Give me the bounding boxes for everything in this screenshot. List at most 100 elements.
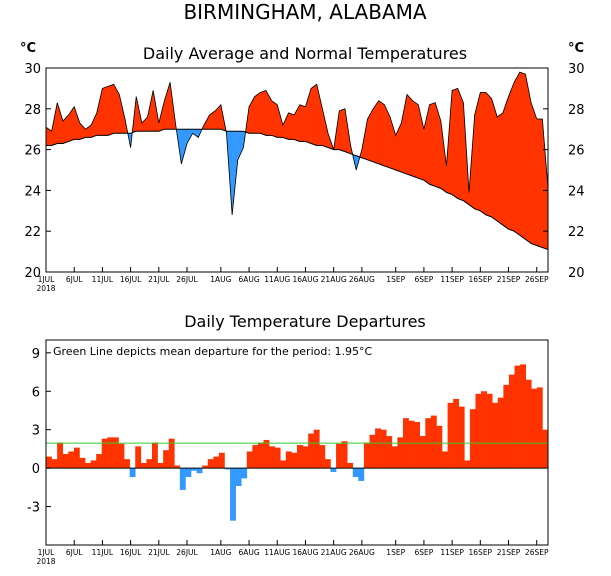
temperature-fill-segment	[339, 109, 345, 152]
departure-bar	[280, 460, 286, 468]
departure-bar	[247, 451, 253, 468]
top-left-y-tick-label: 28	[24, 103, 41, 118]
departure-bar	[63, 454, 69, 468]
temperature-fill-segment	[401, 95, 407, 175]
top-right-y-tick-label: 30	[568, 62, 585, 77]
temperature-fill-segment	[407, 95, 413, 177]
departure-bar	[381, 430, 387, 468]
top-x-tick-label: 26JUL	[176, 275, 198, 284]
temperature-fill-segment	[97, 88, 103, 135]
departure-bar	[91, 460, 97, 468]
bottom-y-tick-label: 3	[32, 424, 40, 439]
temperature-fill-segment	[503, 97, 509, 230]
temperature-fill-segment	[300, 105, 306, 142]
departure-bar	[303, 446, 309, 468]
top-x-tick-label: 16JUL	[120, 275, 142, 284]
top-chart-title: Daily Average and Normal Temperatures	[143, 44, 467, 63]
departure-bar	[409, 421, 415, 468]
temperature-fill-segment	[373, 101, 379, 164]
temperature-fill-segment	[102, 86, 108, 135]
temperature-fill-segment	[74, 107, 80, 140]
departure-bar	[442, 451, 448, 468]
departure-bar	[342, 441, 348, 468]
top-x-tick-label: 6SEP	[415, 275, 434, 284]
top-left-y-tick-label: 26	[24, 144, 41, 159]
departure-bar	[79, 458, 85, 468]
departure-bar	[185, 468, 191, 477]
top-x-tick-label: 11SEP	[440, 275, 464, 284]
top-x-tick-label: 11AUG	[264, 275, 290, 284]
temperature-fill-segment	[413, 101, 419, 179]
top-right-y-tick-label: 26	[568, 144, 585, 159]
departure-bar	[219, 453, 225, 468]
departure-bar	[68, 451, 74, 468]
temperature-fill-segment	[537, 119, 543, 248]
temperature-fill-segment	[396, 123, 402, 172]
temperature-fill-segment	[63, 115, 69, 144]
departure-bar	[291, 453, 297, 468]
bottom-chart-title: Daily Temperature Departures	[184, 312, 426, 331]
temperature-fill-segment	[215, 105, 221, 129]
top-right-y-tick-label: 24	[568, 184, 585, 199]
top-x-tick-year-label: 2018	[36, 284, 55, 293]
top-left-unit-label: °C	[20, 41, 36, 56]
temperature-fill-segment	[497, 113, 503, 225]
top-x-tick-label: 21SEP	[497, 275, 521, 284]
temperature-fill-segment	[514, 72, 520, 235]
departure-bar	[448, 403, 454, 468]
bottom-x-tick-label: 6SEP	[415, 548, 434, 557]
temperature-fill-segment	[238, 131, 244, 160]
departure-bar	[481, 391, 487, 468]
bottom-x-tick-label: 11AUG	[264, 548, 290, 557]
departure-bar	[152, 443, 158, 469]
top-x-tick-label: 6JUL	[66, 275, 83, 284]
temperature-fill-segment	[80, 123, 86, 139]
temperature-fill-segment	[458, 88, 464, 200]
temperature-fill-segment	[283, 113, 289, 140]
temperature-fill-segment	[311, 84, 317, 145]
departure-bar	[492, 403, 498, 468]
departure-bar	[509, 375, 515, 469]
departure-bar	[503, 385, 509, 468]
departure-bar	[347, 463, 353, 468]
top-chart: Daily Average and Normal Temperatures °C…	[20, 41, 585, 293]
bottom-y-tick-label: 6	[32, 385, 40, 400]
temperature-fill-segment	[492, 99, 498, 221]
top-right-unit-label: °C	[568, 41, 584, 56]
departure-bar	[85, 463, 91, 468]
departure-bar	[436, 426, 442, 468]
departure-bar	[542, 430, 548, 468]
departure-bar	[470, 409, 476, 468]
departure-bar	[241, 468, 247, 478]
departure-bar	[353, 468, 359, 477]
departure-bar	[52, 459, 58, 468]
departure-bar	[96, 454, 102, 468]
departure-bar	[431, 416, 437, 469]
departure-bar	[515, 366, 521, 469]
top-x-tick-label: 16AUG	[292, 275, 318, 284]
departure-bar	[420, 436, 426, 468]
departure-bar	[314, 430, 320, 468]
departure-bar	[308, 434, 314, 469]
temperature-fill-segment	[520, 72, 526, 239]
departure-bar	[520, 364, 526, 468]
departure-bar	[487, 394, 493, 468]
bottom-x-tick-label: 26JUL	[176, 548, 198, 557]
top-x-tick-label: 21JUL	[148, 275, 170, 284]
top-x-tick-label: 26AUG	[349, 275, 375, 284]
departure-bar	[286, 451, 292, 468]
top-x-tick-label: 1SEP	[386, 275, 405, 284]
top-x-tick-label: 16SEP	[469, 275, 493, 284]
departure-bar	[498, 398, 504, 468]
temperature-fill-segment	[108, 84, 114, 135]
departure-bar	[375, 428, 381, 468]
bottom-x-tick-label: 21JUL	[148, 548, 170, 557]
temperature-fill-segment	[430, 103, 436, 187]
departure-bar	[113, 437, 119, 468]
temperature-fill-segment	[164, 82, 170, 129]
departure-bar	[264, 440, 270, 468]
bottom-x-tick-label: 1JUL	[38, 548, 55, 557]
temperature-fill-segment	[509, 82, 515, 231]
page-title: BIRMINGHAM, ALABAMA	[183, 0, 426, 24]
